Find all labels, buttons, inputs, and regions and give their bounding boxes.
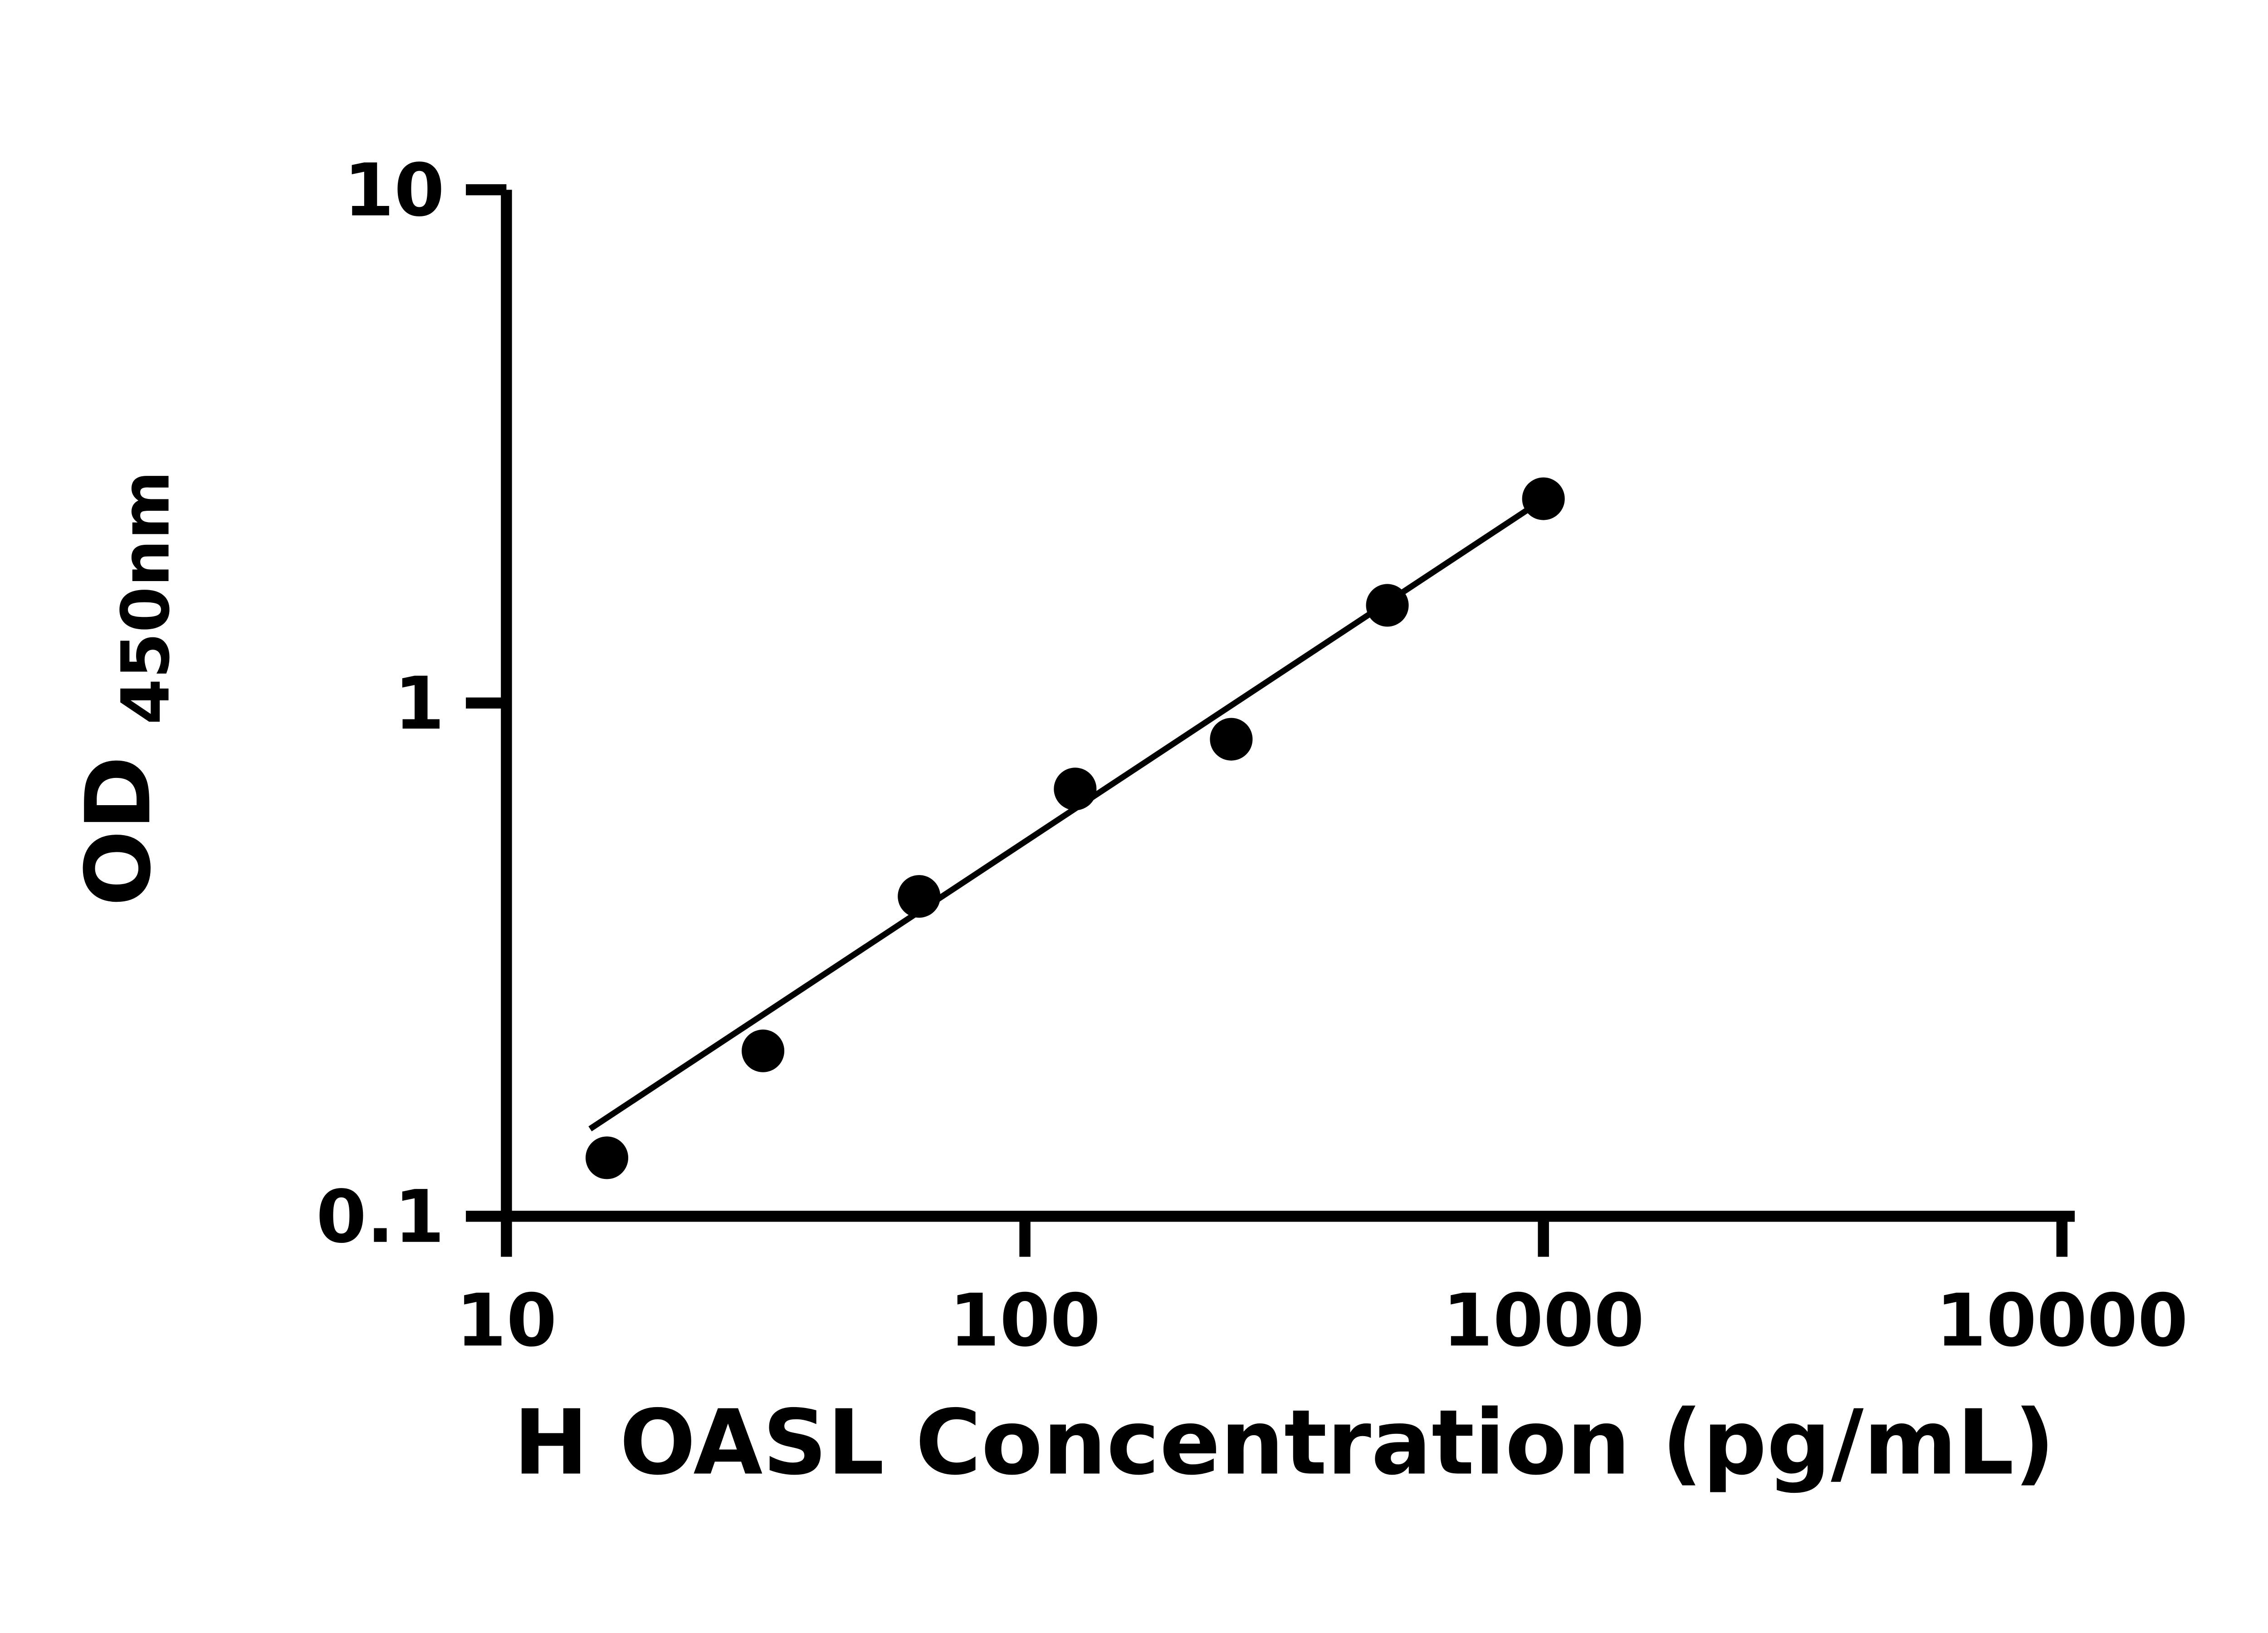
data-point (898, 875, 941, 918)
data-point (1522, 477, 1565, 520)
x-tick-label: 10000 (1936, 1278, 2188, 1363)
y-axis-title-subscript: 450nm (108, 471, 185, 725)
x-tick-label: 100 (949, 1278, 1101, 1363)
plot-area: 10 100 1000 10000 0.1 1 10 (316, 148, 2188, 1363)
x-tick-label: 10 (456, 1278, 557, 1363)
data-point (742, 1029, 785, 1072)
data-point (1366, 584, 1409, 627)
y-tick-label: 1 (394, 661, 445, 746)
y-tick-label: 0.1 (316, 1175, 445, 1259)
x-axis-title: H OASL Concentration (pg/mL) (513, 1390, 2055, 1495)
svg-text:OD 450nm: OD 450nm (66, 471, 184, 907)
x-tick-label: 1000 (1442, 1278, 1644, 1363)
trend-line (588, 491, 1554, 1132)
data-point (585, 1136, 629, 1179)
y-axis-title-main: OD (66, 756, 171, 906)
y-tick-label: 10 (344, 148, 445, 233)
data-point (1210, 718, 1253, 761)
data-point (1054, 768, 1097, 811)
y-axis-title: OD 450nm (66, 471, 184, 907)
